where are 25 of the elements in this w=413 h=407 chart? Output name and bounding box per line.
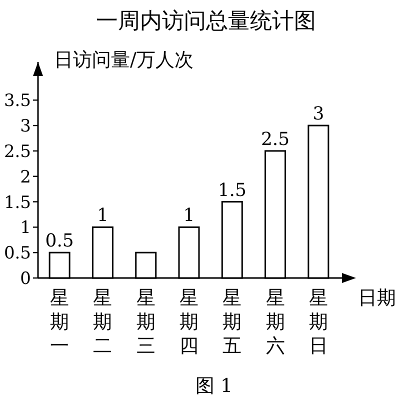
y-tick-label: 3 — [20, 116, 31, 137]
x-tick-label: 星期五 — [222, 287, 242, 357]
y-tick-label: 1.5 — [4, 192, 31, 213]
x-tick-label: 星期六 — [266, 287, 285, 357]
data-label: 1 — [96, 205, 108, 226]
data-label: 0.5 — [45, 230, 74, 252]
data-label: 2.5 — [260, 128, 290, 150]
y-tick-label: 2.5 — [4, 142, 31, 162]
x-tick-label: 星期二 — [93, 287, 112, 357]
y-tick-label: 0 — [20, 269, 31, 289]
x-tick-label: 星期日 — [308, 287, 328, 357]
y-tick-label: 0.5 — [4, 244, 31, 264]
data-label: 1 — [183, 205, 195, 226]
x-tick-label: 星期三 — [136, 287, 156, 357]
title: 一周内访问总量统计图 — [96, 9, 316, 34]
caption: 图 1 — [195, 375, 233, 397]
xlabel: 日期 — [358, 287, 396, 309]
data-label: 1.5 — [218, 180, 246, 201]
y-tick-label: 2 — [20, 167, 31, 188]
x-tick-label: 星期一 — [50, 287, 70, 357]
y-tick-label: 1 — [20, 218, 31, 238]
x-tick-label: 星期四 — [180, 287, 198, 357]
data-label: 3 — [312, 104, 324, 125]
ylabel: 日访问量/万人次 — [54, 49, 194, 71]
y-tick-label: 3.5 — [4, 91, 31, 112]
